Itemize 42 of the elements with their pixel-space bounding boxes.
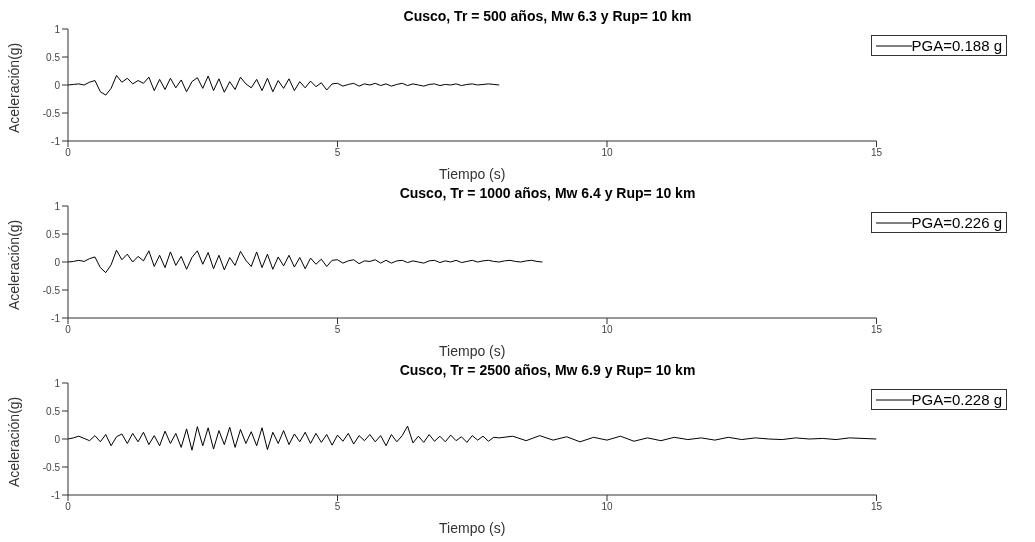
y-tick-label: -0.5 bbox=[42, 284, 61, 296]
x-tick-label: 10 bbox=[601, 501, 614, 513]
x-axis-title: Tiempo (s) bbox=[439, 166, 506, 182]
x-axis-title: Tiempo (s) bbox=[439, 343, 506, 359]
x-tick-label: 5 bbox=[334, 147, 341, 159]
y-tick-label: 0.5 bbox=[46, 405, 61, 417]
x-tick-label: 0 bbox=[65, 324, 72, 336]
y-tick-label: -0.5 bbox=[42, 461, 61, 473]
y-axis-title: Aceleración(g) bbox=[5, 396, 22, 487]
chart-title: Cusco, Tr = 500 años, Mw 6.3 y Rup= 10 km bbox=[402, 8, 693, 25]
legend-label: PGA=0.188 g bbox=[911, 37, 1002, 54]
y-tick-label: 0.5 bbox=[46, 51, 61, 63]
chart-title: Cusco, Tr = 2500 años, Mw 6.9 y Rup= 10 km bbox=[398, 362, 697, 379]
y-tick-label: -1 bbox=[51, 312, 61, 324]
y-axis-title: Aceleración(g) bbox=[5, 42, 22, 133]
y-tick-label: 0.5 bbox=[46, 228, 61, 240]
y-axis-title: Aceleración(g) bbox=[5, 219, 22, 310]
y-tick-label: 0 bbox=[54, 256, 61, 268]
x-tick-label: 0 bbox=[65, 147, 72, 159]
legend-label: PGA=0.228 g bbox=[911, 391, 1002, 408]
chart-title: Cusco, Tr = 1000 años, Mw 6.4 y Rup= 10 km bbox=[398, 185, 697, 202]
y-tick-label: -1 bbox=[51, 489, 61, 501]
y-tick-label: -1 bbox=[51, 135, 61, 147]
y-tick-label: 1 bbox=[54, 200, 61, 212]
line-series bbox=[68, 249, 543, 274]
x-tick-label: 10 bbox=[601, 147, 614, 159]
x-tick-label: 15 bbox=[870, 324, 883, 336]
x-tick-label: 5 bbox=[334, 324, 341, 336]
line-series bbox=[68, 425, 877, 451]
line-series bbox=[68, 74, 500, 96]
legend-label: PGA=0.226 g bbox=[911, 214, 1002, 231]
x-axis-title: Tiempo (s) bbox=[439, 520, 506, 536]
x-tick-label: 15 bbox=[870, 501, 883, 513]
y-tick-label: 0 bbox=[54, 79, 61, 91]
x-tick-label: 5 bbox=[334, 501, 341, 513]
x-tick-label: 0 bbox=[65, 501, 72, 513]
y-tick-label: 1 bbox=[54, 23, 61, 35]
y-tick-label: 1 bbox=[54, 377, 61, 389]
x-tick-label: 10 bbox=[601, 324, 614, 336]
y-tick-label: 0 bbox=[54, 433, 61, 445]
y-tick-label: -0.5 bbox=[42, 107, 61, 119]
x-tick-label: 15 bbox=[870, 147, 883, 159]
